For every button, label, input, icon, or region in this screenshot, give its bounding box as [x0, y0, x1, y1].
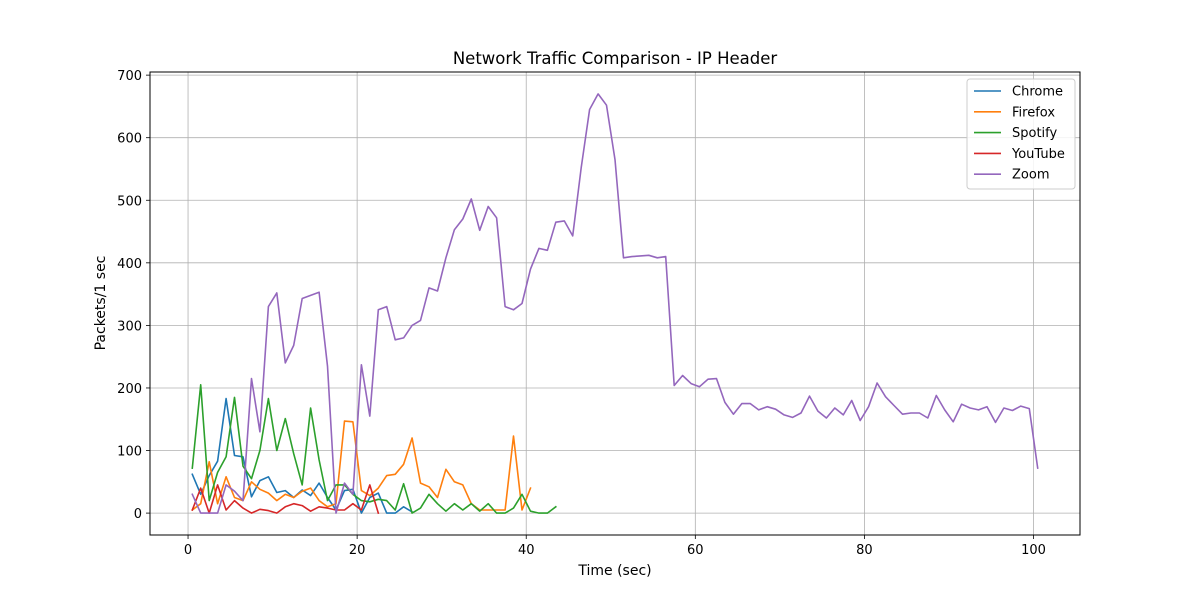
y-tick-label: 0	[134, 507, 142, 522]
y-tick-label: 500	[117, 194, 142, 209]
legend-label-spotify: Spotify	[1012, 126, 1058, 141]
legend-label-firefox: Firefox	[1012, 105, 1055, 120]
x-axis-label: Time (sec)	[577, 563, 651, 579]
legend-label-chrome: Chrome	[1012, 85, 1063, 100]
axis-ticks: 0 20 40 60 80 100 0 100 200 300 400 500 600 700	[117, 69, 1046, 558]
legend-label-youtube: YouTube	[1011, 147, 1065, 162]
series-line-chrome	[191, 397, 414, 514]
x-tick-label: 60	[687, 543, 704, 558]
series-line-youtube	[191, 484, 380, 515]
y-tick-label: 300	[117, 319, 142, 334]
x-tick-label: 100	[1021, 543, 1046, 558]
y-tick-label: 200	[117, 382, 142, 397]
y-axis-label: Packets/1 sec	[93, 256, 109, 351]
plot-frame	[149, 71, 1081, 536]
y-tick-label: 700	[117, 69, 142, 84]
x-tick-label: 20	[349, 543, 366, 558]
series-line-zoom	[191, 93, 1039, 514]
x-tick-label: 80	[856, 543, 873, 558]
x-tick-label: 40	[518, 543, 535, 558]
series-layer	[191, 93, 1039, 515]
legend-box	[966, 78, 1076, 190]
grid	[150, 72, 1080, 535]
legend-label-zoom: Zoom	[1012, 168, 1049, 183]
x-tick-label: 0	[184, 543, 192, 558]
legend: Chrome Firefox Spotify YouTube Zoom	[966, 78, 1076, 190]
chart-title: Network Traffic Comparison - IP Header	[453, 49, 778, 68]
y-tick-label: 600	[117, 132, 142, 147]
y-tick-label: 100	[117, 445, 142, 460]
y-tick-label: 400	[117, 257, 142, 272]
